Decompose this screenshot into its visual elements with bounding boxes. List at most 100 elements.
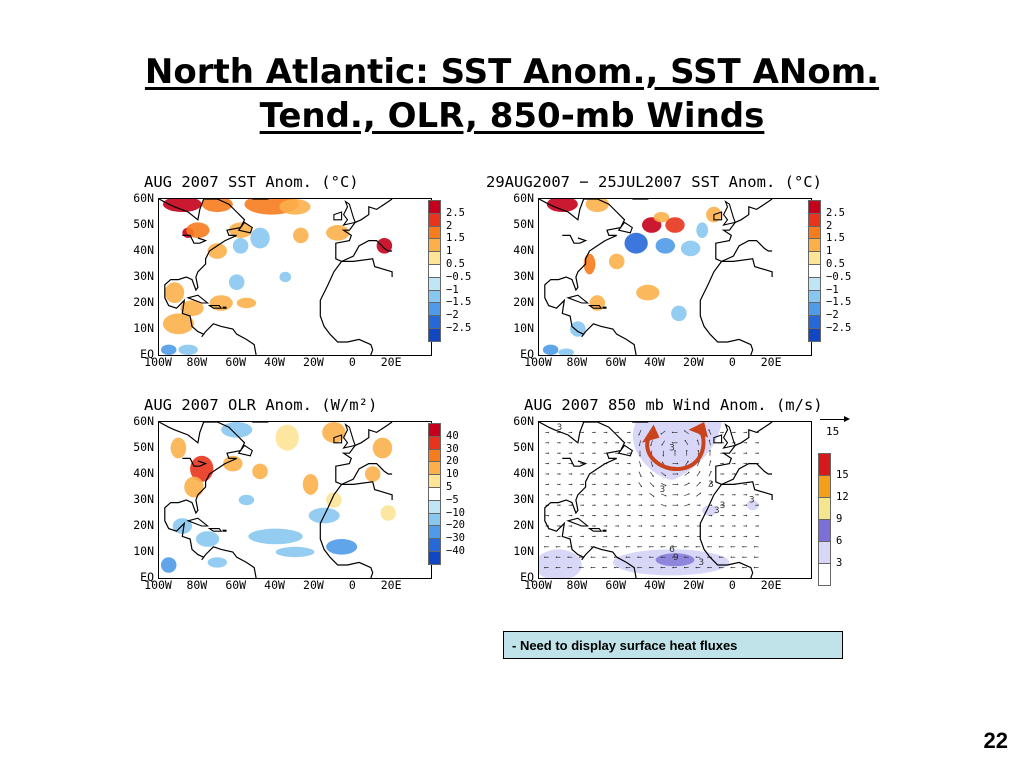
lat-tick-label: 60N (513, 191, 534, 205)
wind-vector (685, 461, 689, 466)
legend-swatch (428, 423, 441, 437)
wind-vector-head (662, 455, 664, 457)
wind-vector-head (652, 475, 654, 477)
wind-vector-head (665, 495, 667, 497)
legend-swatch (808, 251, 821, 265)
wind-vector-head (664, 514, 666, 517)
lat-tick-label: 10N (513, 544, 534, 558)
wind-vector-head (684, 566, 686, 569)
legend-label: 0.5 (826, 258, 845, 270)
wind-vector-head (730, 566, 732, 569)
wind-vector-head (629, 452, 631, 454)
lat-tick-label: EQ (520, 347, 534, 361)
anomaly-shading (589, 295, 606, 311)
wind-vector-head (684, 546, 686, 548)
wind-vector-head (697, 450, 699, 452)
legend-swatch (428, 551, 441, 565)
legend-label: −30 (446, 532, 465, 545)
lat-tick-label: 10N (133, 544, 154, 558)
wind-vector-head (707, 556, 709, 558)
wind-vector-head (745, 483, 748, 486)
contour-label: 3 (659, 485, 665, 495)
wind-vector (649, 482, 654, 487)
wind-vector-head (582, 494, 584, 496)
wind-vector-head (652, 535, 654, 538)
wind-vector-head (547, 452, 549, 454)
wind-vector-head (651, 465, 654, 467)
lat-tick-label: 10N (513, 321, 534, 335)
contour-label: 3 (720, 501, 726, 511)
wind-vector-head (688, 493, 690, 495)
wind-vector-head (547, 483, 549, 486)
wind-vector-head (582, 431, 584, 434)
lon-tick-label: 0 (348, 355, 356, 369)
lon-tick-label: 20W (683, 578, 704, 592)
lon-tick-label: 60W (225, 578, 247, 592)
wind-vector-head (722, 442, 724, 444)
contour-label: 6 (669, 545, 675, 555)
wind-vector-head (753, 556, 756, 558)
wind-vector-head (675, 525, 678, 527)
wind-vector-head (629, 483, 631, 486)
wind-vector-head (614, 566, 616, 569)
wind-vector (684, 482, 690, 486)
wind-vector-head (555, 556, 558, 558)
legend-label: 2.5 (826, 206, 845, 219)
wind-vector-head (745, 494, 748, 496)
wind-vector-head (617, 494, 619, 496)
wind-vector-head (594, 504, 596, 506)
wind-vector-head (653, 495, 655, 497)
wind-vector-head (590, 566, 593, 569)
page-number: 22 (983, 728, 1008, 753)
legend-swatch (808, 238, 821, 253)
wind-vector-head (559, 535, 561, 538)
lat-tick-label: EQ (140, 570, 154, 584)
wind-shading (539, 549, 582, 578)
wind-vector-head (559, 452, 561, 454)
wind-shading (746, 500, 759, 511)
anomaly-shading (209, 295, 233, 311)
wind-vector-head (753, 546, 756, 548)
wind-vector-head (559, 514, 561, 517)
map (158, 421, 432, 579)
anomaly-shading (376, 238, 393, 254)
wind-vector-head (629, 514, 631, 517)
lat-tick-label: 40N (513, 466, 534, 480)
wind-vector-head (699, 504, 701, 506)
wind-vector-head (547, 535, 549, 538)
anomaly-shading (608, 253, 625, 270)
wind-vector-head (722, 494, 724, 496)
wind-vector-head (570, 473, 573, 475)
legend-label: −40 (446, 545, 465, 557)
wind-vector-head (590, 556, 593, 558)
wind-vector-head (664, 474, 666, 477)
lat-tick-label: 20N (513, 295, 534, 309)
wind-vector-head (605, 494, 608, 496)
wind-vector-head (664, 535, 666, 538)
anomaly-shading (696, 222, 709, 238)
wind-vector-head (699, 492, 701, 494)
wind-vector-head (671, 442, 674, 444)
wind-vector-head (660, 566, 662, 569)
anomaly-shading (326, 539, 358, 555)
wind-vector-head (710, 504, 713, 506)
wind-vector-head (676, 483, 679, 486)
anomaly-shading (279, 271, 292, 283)
legend-label: 1.5 (446, 232, 465, 245)
legend-swatch (808, 315, 821, 329)
wind-vector-head (672, 556, 674, 558)
lat-tick-label: 50N (133, 217, 154, 231)
legend-swatch (428, 238, 441, 253)
circulation-arrow (645, 428, 706, 471)
legend-swatch (428, 212, 441, 227)
wind-vector-head (753, 566, 756, 569)
wind-vector (684, 430, 689, 435)
wind-vector-head (617, 462, 619, 465)
wind-vector-head (718, 556, 721, 558)
wind-vector-head (629, 473, 631, 475)
wind-vector-head (594, 462, 596, 465)
lon-tick-label: 40W (644, 578, 665, 592)
contour-label: 3 (556, 423, 562, 433)
wind-vector-head (625, 546, 628, 548)
wind-vector-head (695, 546, 697, 548)
